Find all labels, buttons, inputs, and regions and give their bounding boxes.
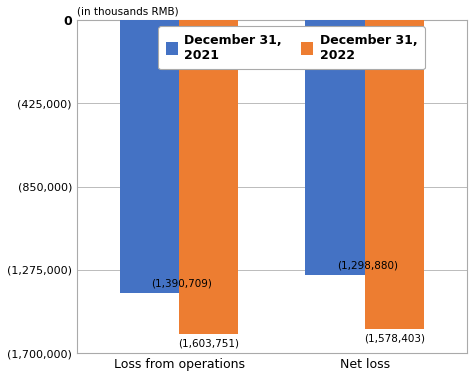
Bar bbox=[119, 20, 179, 293]
Bar bbox=[179, 20, 238, 334]
Text: (1,603,751): (1,603,751) bbox=[178, 338, 239, 348]
Text: (1,298,880): (1,298,880) bbox=[337, 261, 398, 271]
Legend: December 31,
2021, December 31,
2022: December 31, 2021, December 31, 2022 bbox=[158, 26, 425, 69]
Text: (in thousands RMB): (in thousands RMB) bbox=[77, 6, 178, 17]
Bar bbox=[305, 20, 365, 274]
Text: (1,578,403): (1,578,403) bbox=[364, 333, 425, 343]
Bar bbox=[365, 20, 424, 329]
Text: (1,390,709): (1,390,709) bbox=[151, 279, 212, 289]
